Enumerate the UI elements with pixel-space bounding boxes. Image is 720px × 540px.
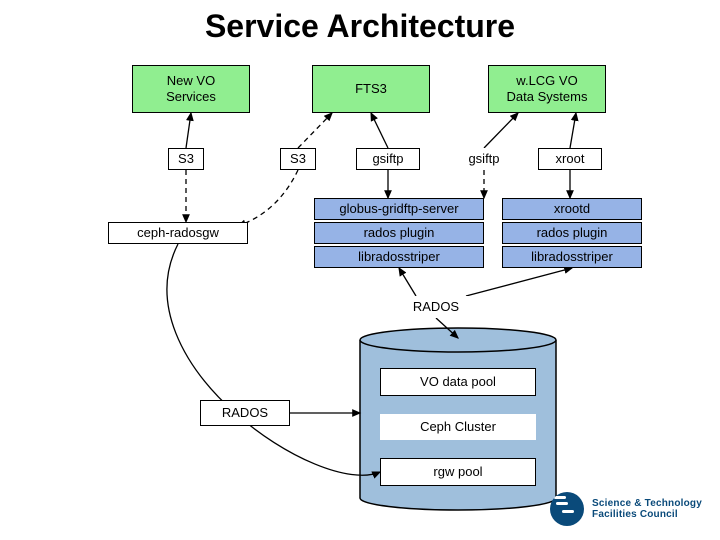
footer-logo: Science & Technology Facilities Council <box>550 492 702 526</box>
box-rados_bl: RADOS <box>200 400 290 426</box>
box-vo_pool: VO data pool <box>380 368 536 396</box>
box-s3_2: S3 <box>280 148 316 170</box>
box-s3_1: S3 <box>168 148 204 170</box>
box-globus: globus-gridftp-server <box>314 198 484 220</box>
globe-icon <box>550 492 584 526</box>
box-wlcg: w.LCG VOData Systems <box>488 65 606 113</box>
box-cephrgw: ceph-radosgw <box>108 222 248 244</box>
box-ceph_cluster: Ceph Cluster <box>380 414 536 440</box>
footer-text: Science & Technology Facilities Council <box>592 498 702 520</box>
box-radosplug_r: rados plugin <box>502 222 642 244</box>
box-rgw_pool: rgw pool <box>380 458 536 486</box>
footer-line2: Facilities Council <box>592 509 702 520</box>
box-xroot: xroot <box>538 148 602 170</box>
footer-line1: Science & Technology <box>592 498 702 509</box>
box-gsiftp_1: gsiftp <box>356 148 420 170</box>
box-librados_r: libradosstriper <box>502 246 642 268</box>
box-librados_l: libradosstriper <box>314 246 484 268</box>
box-gsiftp_2: gsiftp <box>452 148 516 170</box>
diagram-title: Service Architecture <box>0 8 720 45</box>
box-radosplug_l: rados plugin <box>314 222 484 244</box>
box-rados_txt: RADOS <box>396 296 476 318</box>
box-new_vo: New VOServices <box>132 65 250 113</box>
diagram-canvas: Service Architecture New VOServices FTS3 w… <box>0 0 720 540</box>
box-xrootd: xrootd <box>502 198 642 220</box>
box-fts3: FTS3 <box>312 65 430 113</box>
